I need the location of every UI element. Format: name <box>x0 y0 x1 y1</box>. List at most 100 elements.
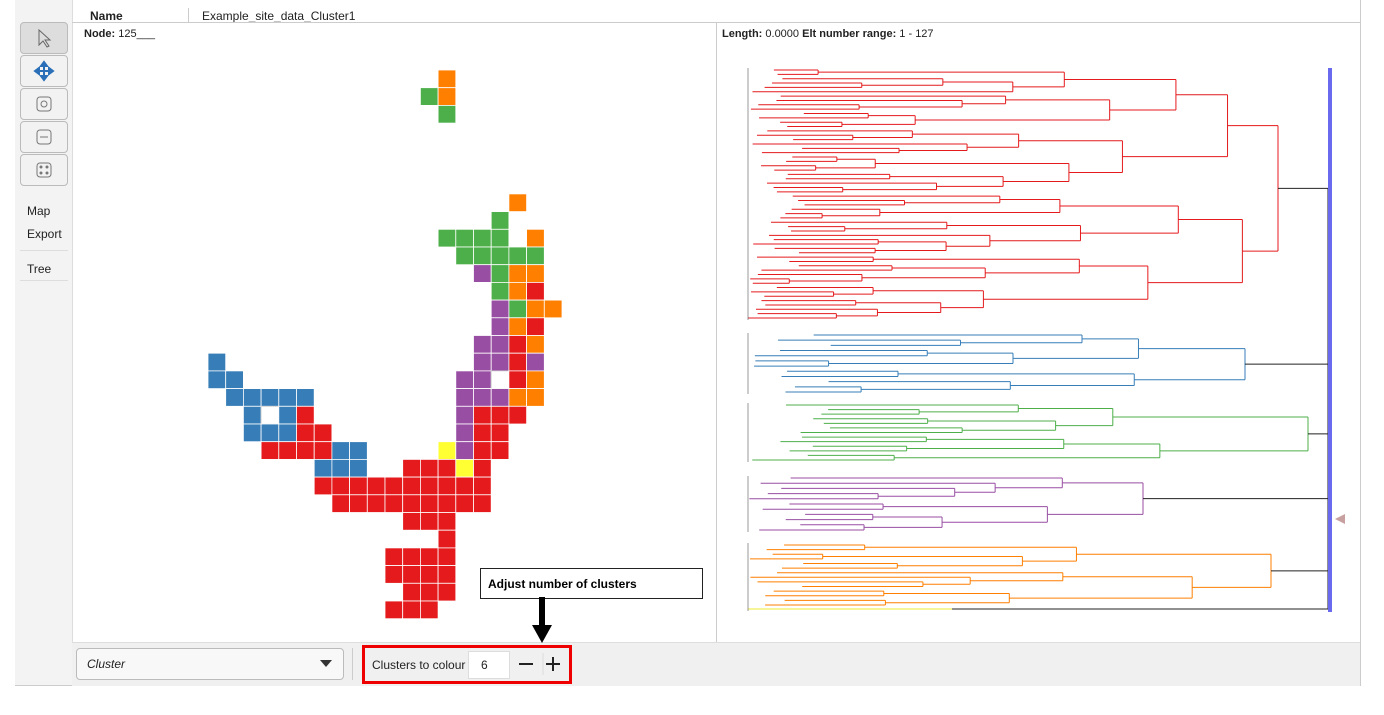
map-cell <box>490 228 510 248</box>
map-cell <box>508 405 527 425</box>
select-tool[interactable] <box>20 22 68 54</box>
map-cell <box>490 423 510 443</box>
map-cell <box>543 299 563 319</box>
map-cell <box>313 441 333 460</box>
clusters-input[interactable]: 6 <box>468 651 510 679</box>
map-cell <box>313 476 333 496</box>
stepper[interactable] <box>511 651 567 677</box>
separator <box>352 648 353 680</box>
map-cell <box>366 476 386 496</box>
tree-info: Length: 0.0000 Elt number range: 1 - 127 <box>722 28 934 40</box>
node-label: Node: <box>84 28 116 40</box>
map-cell <box>437 565 457 584</box>
dendrogram <box>747 68 1345 612</box>
map-cell <box>455 228 474 248</box>
map-cell <box>508 317 527 336</box>
panel-divider <box>716 22 717 645</box>
zoom-tool[interactable] <box>20 88 68 120</box>
node-info: Node: 125___ <box>84 28 155 40</box>
map-cell <box>437 458 457 478</box>
map-cell <box>508 299 527 319</box>
map-cell <box>349 476 368 496</box>
map-cell <box>437 582 457 602</box>
map-cell <box>490 388 510 407</box>
annotation-box: Adjust number of clusters <box>480 568 703 599</box>
map-cell <box>349 494 368 513</box>
map-cell <box>437 547 457 567</box>
map-cell <box>490 352 510 372</box>
pan-tool[interactable] <box>20 55 68 87</box>
map-cell <box>296 423 315 443</box>
map-cell <box>278 441 297 460</box>
menu-map[interactable]: Map <box>27 204 51 218</box>
map-cell <box>490 441 510 460</box>
map-cell <box>455 405 474 425</box>
annotation-arrow <box>532 597 552 643</box>
map-cell <box>313 458 333 478</box>
menu-tree[interactable]: Tree <box>27 262 52 276</box>
map-cell <box>526 317 545 336</box>
fit-tool[interactable] <box>20 154 68 186</box>
map-cell <box>526 264 545 283</box>
zoom-out-tool[interactable] <box>20 121 68 153</box>
map-cell <box>242 405 262 425</box>
length-value: 0.0000 <box>765 28 800 40</box>
map-cell <box>526 388 545 407</box>
map-cell <box>366 494 386 513</box>
map-cell <box>473 228 492 248</box>
map-cell <box>296 388 315 407</box>
length-label: Length: <box>722 28 763 40</box>
annotation-text: Adjust number of clusters <box>488 577 637 591</box>
highlight-box: Clusters to colour 6 <box>362 645 572 684</box>
map-cell <box>437 529 457 549</box>
map-cell <box>331 441 350 460</box>
map-cell <box>473 423 492 443</box>
map-cell <box>278 388 297 407</box>
map-cell <box>490 370 510 389</box>
map-cell <box>508 193 527 212</box>
map-cell <box>419 582 439 602</box>
map-cell <box>473 494 492 513</box>
map-cell <box>473 476 492 496</box>
map-cell <box>278 405 297 425</box>
map-cell <box>526 352 545 372</box>
map-cell <box>508 264 527 283</box>
map-cell <box>402 547 421 567</box>
map-cell <box>437 476 457 496</box>
map-cell <box>473 441 492 460</box>
map-cell <box>419 494 439 513</box>
cluster-dropdown[interactable]: Cluster <box>76 648 344 680</box>
map-cell <box>473 352 492 372</box>
map-cell <box>402 600 421 620</box>
map-cell <box>473 264 492 283</box>
range-label: Elt number range: <box>802 28 897 40</box>
map-cell <box>490 264 510 283</box>
map-cell <box>437 494 457 513</box>
map-cell <box>402 512 421 531</box>
map-cell <box>526 299 545 319</box>
map-cell <box>437 228 457 248</box>
map-cell <box>384 600 404 620</box>
map-cell <box>455 388 474 407</box>
map-cell <box>242 388 262 407</box>
map-cell <box>526 246 545 266</box>
map-cell <box>526 281 545 301</box>
map-cell <box>490 281 510 301</box>
map-cell <box>508 246 527 266</box>
map-cell <box>473 458 492 478</box>
map-cell <box>455 423 474 443</box>
map-cell <box>526 370 545 389</box>
map-cell <box>402 565 421 584</box>
clusters-value: 6 <box>481 658 488 672</box>
menu-export[interactable]: Export <box>27 227 62 241</box>
map-cell <box>455 441 474 460</box>
dropdown-text: Cluster <box>87 657 126 671</box>
map-cell <box>455 458 474 478</box>
map-cell <box>490 299 510 319</box>
map-cell <box>384 547 404 567</box>
slider-handle <box>1335 514 1345 524</box>
map-cell <box>437 87 457 106</box>
map-cell <box>419 458 439 478</box>
map-cell <box>473 246 492 266</box>
